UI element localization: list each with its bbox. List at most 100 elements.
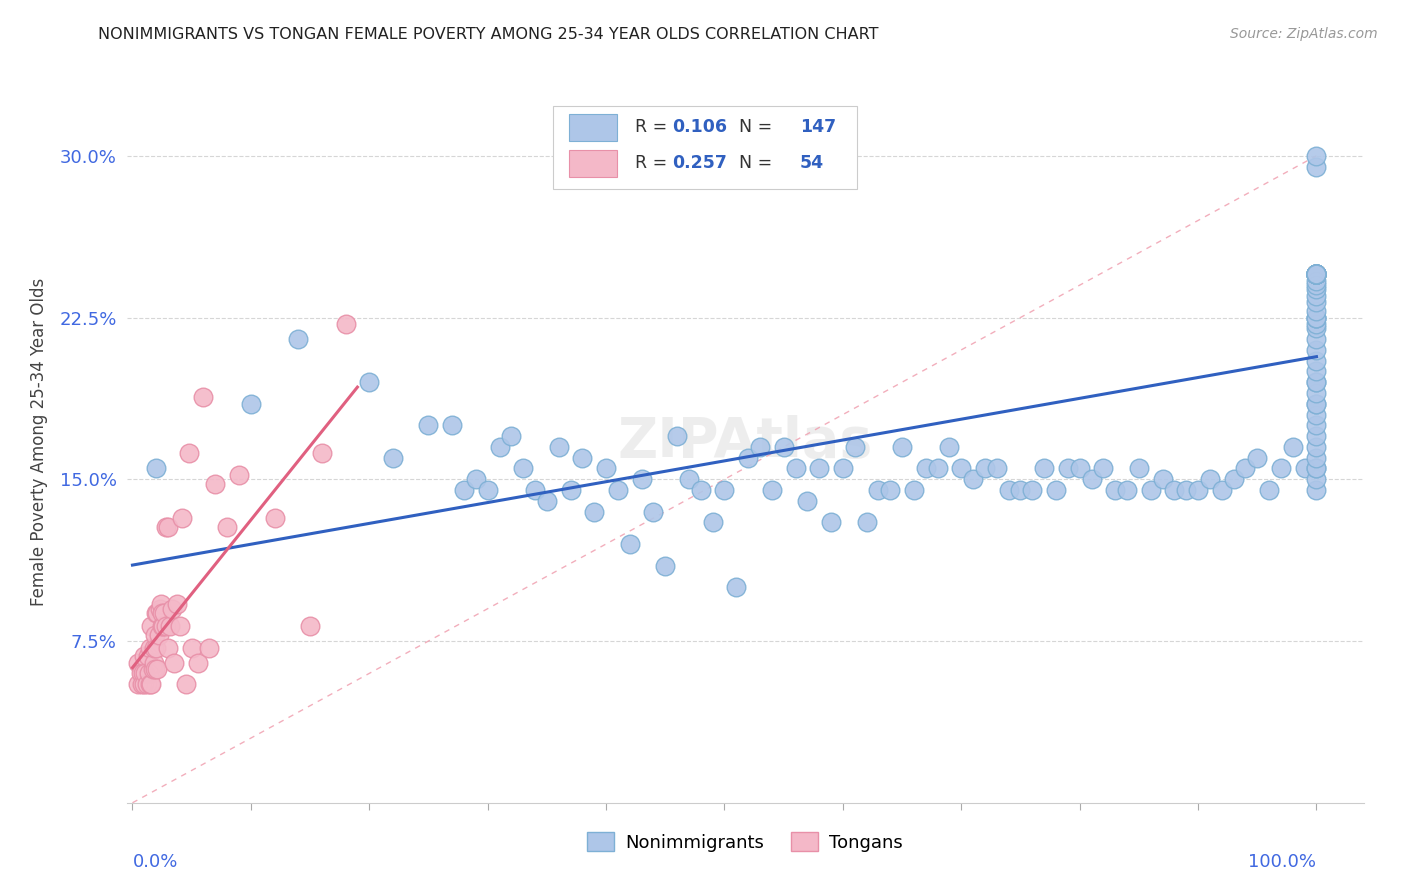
- Point: [689, 483, 711, 497]
- Point: [891, 440, 914, 454]
- Point: [1305, 268, 1327, 282]
- Point: [145, 606, 167, 620]
- Point: [595, 461, 617, 475]
- Point: [1270, 461, 1292, 475]
- Point: [1010, 483, 1032, 497]
- Point: [1187, 483, 1209, 497]
- Point: [335, 317, 357, 331]
- Point: [150, 606, 173, 620]
- Point: [418, 418, 440, 433]
- Text: N =: N =: [728, 119, 778, 136]
- Point: [146, 606, 169, 620]
- Point: [1033, 461, 1056, 475]
- Point: [141, 677, 163, 691]
- Text: 147: 147: [800, 119, 835, 136]
- Point: [1152, 472, 1174, 486]
- Point: [1305, 268, 1327, 282]
- Point: [1305, 461, 1327, 475]
- Point: [142, 640, 165, 655]
- Point: [1305, 268, 1327, 282]
- Point: [974, 461, 997, 475]
- Point: [1305, 268, 1327, 282]
- Point: [153, 606, 176, 620]
- Point: [654, 558, 676, 573]
- Point: [193, 390, 215, 404]
- Point: [204, 476, 226, 491]
- Point: [844, 440, 866, 454]
- Point: [1234, 461, 1257, 475]
- Point: [1305, 353, 1327, 368]
- Point: [155, 619, 177, 633]
- Point: [1080, 472, 1102, 486]
- Point: [149, 601, 172, 615]
- Point: [1128, 461, 1150, 475]
- Point: [1305, 429, 1327, 443]
- Point: [1294, 461, 1316, 475]
- Point: [1305, 268, 1327, 282]
- Point: [1305, 289, 1327, 303]
- Point: [464, 472, 486, 486]
- Point: [820, 516, 842, 530]
- Point: [1104, 483, 1126, 497]
- Point: [643, 505, 665, 519]
- Point: [156, 640, 179, 655]
- Point: [524, 483, 547, 497]
- Point: [1305, 268, 1327, 282]
- FancyBboxPatch shape: [554, 105, 856, 189]
- Point: [1305, 332, 1327, 346]
- Point: [501, 429, 523, 443]
- Point: [1305, 268, 1327, 282]
- Point: [619, 537, 641, 551]
- Point: [1305, 461, 1327, 475]
- Point: [1305, 268, 1327, 282]
- Point: [702, 516, 724, 530]
- Point: [1305, 317, 1327, 331]
- Point: [1199, 472, 1222, 486]
- Text: 54: 54: [800, 154, 824, 172]
- Point: [163, 656, 186, 670]
- Point: [217, 520, 239, 534]
- Point: [174, 677, 197, 691]
- Point: [187, 656, 209, 670]
- Text: 0.106: 0.106: [672, 119, 727, 136]
- Point: [1305, 268, 1327, 282]
- Point: [1305, 268, 1327, 282]
- Point: [950, 461, 973, 475]
- Point: [1305, 310, 1327, 325]
- Point: [150, 619, 173, 633]
- Point: [142, 656, 165, 670]
- Point: [1305, 268, 1327, 282]
- Point: [1305, 268, 1327, 282]
- Point: [1305, 268, 1327, 282]
- Text: 0.0%: 0.0%: [132, 854, 177, 871]
- FancyBboxPatch shape: [569, 150, 616, 178]
- Point: [1305, 310, 1327, 325]
- Point: [1305, 376, 1327, 390]
- Point: [1305, 408, 1327, 422]
- Point: [1305, 397, 1327, 411]
- Point: [725, 580, 748, 594]
- Point: [453, 483, 475, 497]
- Point: [179, 446, 201, 460]
- Point: [149, 598, 172, 612]
- Point: [927, 461, 949, 475]
- Point: [914, 461, 936, 475]
- Point: [145, 640, 167, 655]
- Point: [1305, 364, 1327, 378]
- Point: [1305, 268, 1327, 282]
- Point: [785, 461, 807, 475]
- Point: [737, 450, 759, 465]
- Y-axis label: Female Poverty Among 25-34 Year Olds: Female Poverty Among 25-34 Year Olds: [31, 277, 48, 606]
- Point: [606, 483, 628, 497]
- Point: [1045, 483, 1067, 497]
- Point: [903, 483, 925, 497]
- Point: [477, 483, 499, 497]
- Point: [1305, 483, 1327, 497]
- Text: 100.0%: 100.0%: [1249, 854, 1316, 871]
- Point: [1305, 268, 1327, 282]
- Point: [1305, 268, 1327, 282]
- Point: [139, 640, 162, 655]
- Point: [1305, 321, 1327, 335]
- Point: [1305, 386, 1327, 401]
- Point: [145, 461, 167, 475]
